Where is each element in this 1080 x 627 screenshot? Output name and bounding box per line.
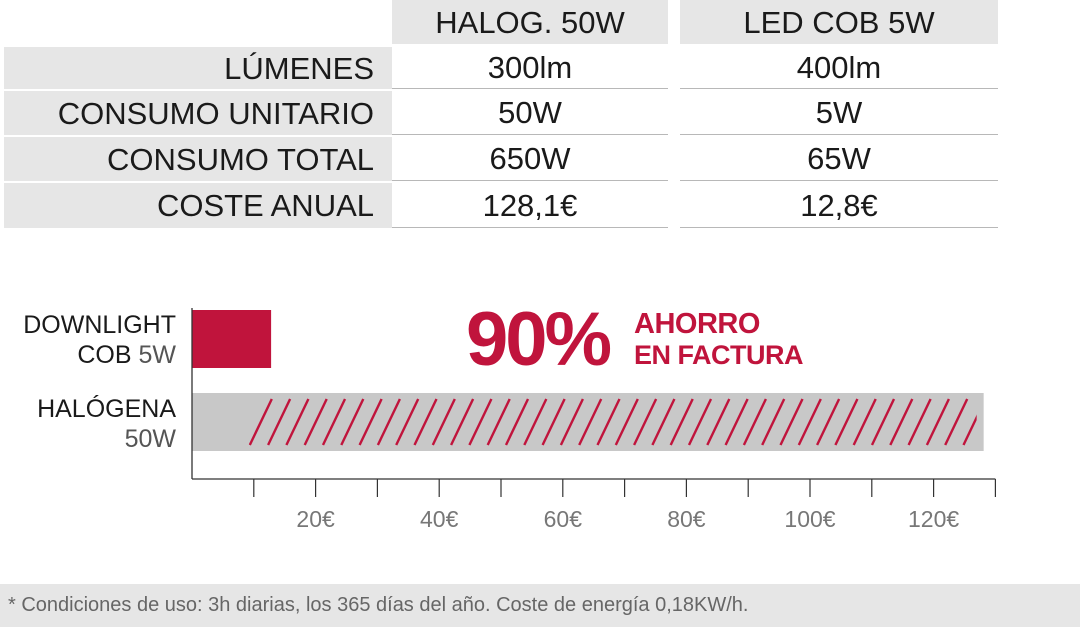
row-label-lumens: LÚMENES	[4, 47, 392, 89]
x-tick-label: 40€	[420, 506, 459, 532]
category-label-downlight: DOWNLIGHT COB 5W	[0, 310, 176, 370]
hatch-line	[468, 398, 493, 446]
hatch-line	[982, 399, 1004, 445]
hatch-line	[413, 398, 438, 446]
cell-total-consumption-halogen: 650W	[392, 137, 668, 181]
category-label-halogen: HALÓGENA 50W	[0, 394, 176, 454]
hatch-line	[285, 398, 310, 446]
hatch-line	[889, 398, 914, 446]
hatch-line	[541, 398, 566, 446]
hatch-line	[797, 398, 822, 446]
hatch-line	[504, 398, 530, 446]
hatch-line	[431, 398, 456, 446]
hatch-line	[779, 398, 804, 446]
hatch-line	[559, 398, 584, 446]
saving-label-line1: AHORRO	[634, 308, 760, 340]
saving-percent: 90%	[466, 297, 612, 382]
category-label-halogen-watts: 50W	[124, 425, 176, 453]
hatch-line	[303, 398, 328, 446]
hatch-line	[395, 398, 420, 446]
saving-label-line2: EN FACTURA	[634, 340, 804, 370]
column-header-halogen: HALOG. 50W	[392, 0, 668, 44]
hatch-line	[1000, 399, 1022, 445]
hatch-line	[267, 398, 292, 446]
hatch-line	[321, 398, 347, 446]
hatch-line	[907, 398, 932, 446]
cell-lumens-led: 400lm	[680, 47, 998, 89]
hatch-line	[761, 398, 786, 446]
hatch-line	[596, 398, 621, 446]
hatch-line	[340, 398, 365, 446]
x-tick-label: 60€	[544, 506, 583, 532]
hatch-line	[523, 398, 548, 446]
hatch-line	[578, 398, 603, 446]
cost-bar-chart: 20€ 40€ 60€ 80€ 100€ 120€	[191, 308, 1022, 532]
x-tick-label: 20€	[296, 506, 335, 532]
hatch-line	[925, 398, 950, 446]
hatch-line	[651, 398, 676, 446]
column-header-led: LED COB 5W	[680, 0, 998, 44]
hatch-line	[486, 398, 511, 446]
hatch-line	[724, 398, 749, 446]
hatch-line	[962, 414, 977, 446]
hatch-line	[633, 398, 658, 446]
row-label-total-consumption: CONSUMO TOTAL	[4, 137, 392, 181]
category-label-downlight-cob: COB	[77, 341, 132, 369]
cell-annual-cost-led: 12,8€	[680, 183, 998, 228]
hatch-line	[248, 398, 273, 446]
hatch-line	[669, 398, 694, 446]
cell-unit-consumption-halogen: 50W	[392, 91, 668, 135]
category-label-downlight-watts: 5W	[138, 341, 177, 369]
hatch-line	[687, 398, 713, 446]
footnote: * Condiciones de uso: 3h diarias, los 36…	[0, 584, 1080, 627]
halogen-bar-hatch	[248, 398, 1022, 446]
row-label-annual-cost: COSTE ANUAL	[4, 183, 392, 228]
row-label-unit-consumption: CONSUMO UNITARIO	[4, 91, 392, 135]
hatch-line	[742, 398, 767, 446]
hatch-line	[944, 398, 969, 446]
hatch-line	[816, 398, 841, 446]
hatch-line	[834, 398, 859, 446]
hatch-line	[376, 398, 401, 446]
hatch-line	[450, 398, 475, 446]
hatch-line	[358, 398, 383, 446]
x-tick-label: 80€	[667, 506, 706, 532]
hatch-line	[614, 398, 639, 446]
x-tick-label: 120€	[908, 506, 959, 532]
hatch-line	[706, 398, 731, 446]
cell-unit-consumption-led: 5W	[680, 91, 998, 135]
hatch-line	[852, 398, 877, 446]
cell-total-consumption-led: 65W	[680, 137, 998, 181]
bar-downlight	[192, 310, 272, 368]
cell-annual-cost-halogen: 128,1€	[392, 183, 668, 228]
cell-lumens-halogen: 300lm	[392, 47, 668, 89]
x-tick-label: 100€	[784, 506, 835, 532]
hatch-line	[870, 398, 896, 446]
category-label-downlight-line1: DOWNLIGHT	[23, 311, 176, 339]
category-label-halogen-line1: HALÓGENA	[37, 395, 176, 423]
